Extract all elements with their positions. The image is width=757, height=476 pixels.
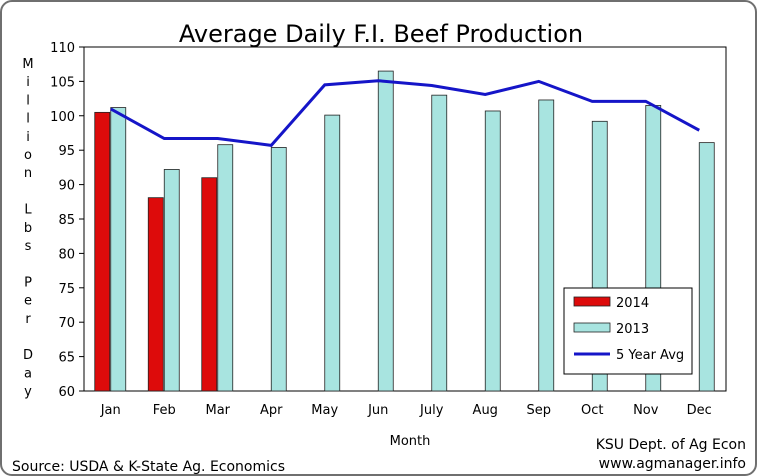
y-tick-label: 75 <box>58 282 75 297</box>
x-tick-label: Aug <box>473 403 498 418</box>
bar-2013 <box>484 110 501 392</box>
y-axis-label-char: a <box>24 366 32 381</box>
y-tick-label: 80 <box>58 247 75 262</box>
y-tick-label: 65 <box>58 351 75 366</box>
y-axis-label-char: L <box>24 203 32 218</box>
y-axis-label-char: i <box>26 130 30 145</box>
y-tick-label: 95 <box>58 144 75 159</box>
bar-2013 <box>538 99 555 392</box>
legend-swatch <box>573 296 611 307</box>
y-axis-label-char: P <box>24 275 32 290</box>
y-axis-label-char: i <box>26 75 30 90</box>
x-tick-label: Nov <box>633 403 659 418</box>
y-axis-label-char: y <box>24 385 32 400</box>
bar-2014 <box>94 111 111 392</box>
plot-area: 60 65 70 75 80 85 90 95 100 105 110 Jan Feb Mar Apr May… <box>50 41 727 418</box>
x-tick-label: Oct <box>581 403 603 418</box>
bar-2013 <box>324 114 341 392</box>
y-axis-label-char: l <box>26 93 30 108</box>
y-axis-label-char: n <box>24 166 32 181</box>
credit-url: www.agmanager.info <box>599 456 746 472</box>
y-tick-label: 60 <box>58 385 75 400</box>
x-tick-label: Feb <box>153 403 176 418</box>
x-tick-label: Dec <box>687 403 712 418</box>
credit-dept: KSU Dept. of Ag Econ <box>596 437 746 453</box>
bar-2013 <box>698 142 715 392</box>
y-axis-label-char: b <box>24 221 32 236</box>
chart-title: Average Daily F.I. Beef Production <box>179 20 583 48</box>
legend-label: 5 Year Avg <box>616 348 684 363</box>
bar-2013 <box>110 107 127 392</box>
y-axis-label-char: M <box>22 57 33 72</box>
x-tick-label: Mar <box>205 403 230 418</box>
bar-2013 <box>377 70 394 392</box>
x-tick-label: Jan <box>100 403 121 418</box>
legend-label: 2014 <box>616 296 649 311</box>
bar-2014 <box>201 177 218 392</box>
y-tick-label: 110 <box>50 41 75 56</box>
y-axis-label-char: s <box>25 239 32 254</box>
y-tick-label: 90 <box>58 179 75 194</box>
bar-2013 <box>431 94 448 392</box>
y-tick-label: 100 <box>50 110 75 125</box>
y-axis-label-char: e <box>24 294 32 309</box>
y-axis-label-char: D <box>23 348 33 363</box>
x-tick-label: July <box>419 403 444 418</box>
line-5-year-avg <box>110 79 700 147</box>
bar-2013 <box>163 169 180 392</box>
legend-swatch <box>573 322 611 333</box>
x-axis-label: Month <box>390 434 431 449</box>
legend-label: 2013 <box>616 322 649 337</box>
y-tick-label: 105 <box>50 75 75 90</box>
y-tick-label: 70 <box>58 316 75 331</box>
x-tick-label: Jun <box>367 403 388 418</box>
x-tick-label: Sep <box>526 403 551 418</box>
y-axis-label-char: l <box>26 112 30 127</box>
x-tick-label: Apr <box>260 403 283 418</box>
y-axis-label-char: r <box>25 312 31 327</box>
x-tick-label: May <box>311 403 338 418</box>
bar-2013 <box>270 147 287 392</box>
bar-2013 <box>217 144 234 392</box>
source-note: Source: USDA & K-State Ag. Economics <box>12 459 285 474</box>
y-tick-label: 85 <box>58 213 75 228</box>
y-axis-label-char: o <box>24 148 32 163</box>
bar-2014 <box>147 197 164 392</box>
